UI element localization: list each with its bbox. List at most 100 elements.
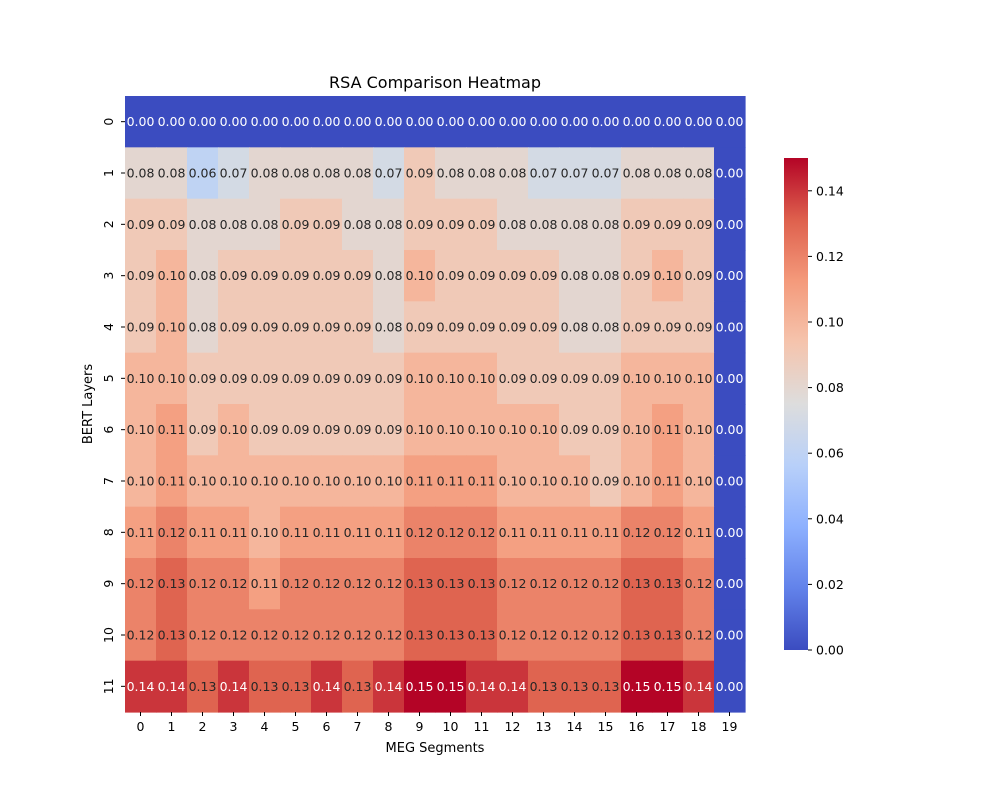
heatmap-cell bbox=[714, 352, 746, 405]
cell-value-label: 0.10 bbox=[406, 268, 434, 283]
y-tick-label: 4 bbox=[101, 323, 116, 331]
heatmap-cell bbox=[187, 301, 219, 354]
heatmap-cell bbox=[714, 250, 746, 302]
x-tick-label: 15 bbox=[598, 719, 614, 734]
x-tick-label: 0 bbox=[137, 719, 145, 734]
heatmap-cell bbox=[156, 301, 188, 354]
heatmap-cell bbox=[373, 506, 405, 559]
heatmap-cell bbox=[683, 198, 715, 251]
heatmap-cell bbox=[683, 609, 715, 662]
heatmap-cell bbox=[559, 301, 591, 354]
cell-value-label: 0.10 bbox=[220, 474, 248, 489]
cell-value-label: 0.14 bbox=[499, 679, 527, 694]
cell-value-label: 0.07 bbox=[375, 166, 403, 181]
heatmap-cell bbox=[590, 506, 622, 559]
heatmap-cell bbox=[652, 250, 684, 302]
cell-value-label: 0.08 bbox=[561, 320, 589, 335]
x-tick-label: 7 bbox=[354, 719, 362, 734]
cell-value-label: 0.13 bbox=[406, 576, 434, 591]
cell-value-label: 0.12 bbox=[592, 628, 620, 643]
heatmap-cell bbox=[404, 609, 436, 662]
cell-value-label: 0.10 bbox=[251, 525, 279, 540]
cell-value-label: 0.00 bbox=[716, 525, 744, 540]
cell-value-label: 0.08 bbox=[189, 217, 217, 232]
heatmap-cell bbox=[249, 455, 281, 508]
heatmap-cell bbox=[280, 147, 312, 200]
x-tick-label: 1 bbox=[168, 719, 176, 734]
cell-value-label: 0.00 bbox=[716, 422, 744, 437]
cell-value-label: 0.00 bbox=[716, 628, 744, 643]
heatmap-cell bbox=[714, 147, 746, 200]
heatmap-cell bbox=[342, 558, 374, 610]
cell-value-label: 0.12 bbox=[406, 525, 434, 540]
heatmap-cell bbox=[218, 198, 250, 251]
cell-value-label: 0.10 bbox=[685, 474, 713, 489]
cell-value-label: 0.08 bbox=[189, 320, 217, 335]
cell-value-label: 0.10 bbox=[468, 371, 496, 386]
heatmap-cell bbox=[621, 147, 653, 200]
cell-value-label: 0.12 bbox=[499, 576, 527, 591]
cell-value-label: 0.09 bbox=[220, 320, 248, 335]
cell-value-label: 0.11 bbox=[251, 576, 279, 591]
heatmap-cell bbox=[652, 455, 684, 508]
cell-value-label: 0.10 bbox=[406, 371, 434, 386]
heatmap-cell bbox=[404, 198, 436, 251]
heatmap-cell bbox=[683, 147, 715, 200]
cell-value-label: 0.14 bbox=[468, 679, 496, 694]
cell-value-label: 0.09 bbox=[468, 320, 496, 335]
heatmap-cell bbox=[559, 609, 591, 662]
heatmap-cell bbox=[187, 96, 219, 148]
heatmap-cell bbox=[404, 404, 436, 456]
cell-value-label: 0.12 bbox=[685, 576, 713, 591]
heatmap-cell bbox=[497, 147, 529, 200]
cell-value-label: 0.00 bbox=[716, 576, 744, 591]
cell-value-label: 0.09 bbox=[406, 320, 434, 335]
cell-value-label: 0.09 bbox=[592, 474, 620, 489]
cell-value-label: 0.09 bbox=[530, 371, 558, 386]
cell-value-label: 0.00 bbox=[654, 114, 682, 129]
heatmap-cell bbox=[280, 301, 312, 354]
y-tick-label: 6 bbox=[101, 426, 116, 434]
cell-value-label: 0.12 bbox=[313, 628, 341, 643]
cell-value-label: 0.12 bbox=[251, 628, 279, 643]
x-tick-label: 2 bbox=[199, 719, 207, 734]
cell-value-label: 0.08 bbox=[313, 166, 341, 181]
cell-value-label: 0.08 bbox=[158, 166, 186, 181]
cell-value-label: 0.11 bbox=[344, 525, 372, 540]
cell-value-label: 0.00 bbox=[375, 114, 403, 129]
heatmap-cell bbox=[466, 558, 498, 610]
cell-value-label: 0.13 bbox=[158, 576, 186, 591]
cell-value-label: 0.10 bbox=[530, 422, 558, 437]
x-tick-label: 19 bbox=[722, 719, 738, 734]
cell-value-label: 0.07 bbox=[220, 166, 248, 181]
colorbar-gradient bbox=[784, 158, 808, 650]
cell-value-label: 0.12 bbox=[654, 525, 682, 540]
cell-value-label: 0.11 bbox=[592, 525, 620, 540]
cell-value-label: 0.00 bbox=[499, 114, 527, 129]
cell-value-label: 0.09 bbox=[344, 320, 372, 335]
cell-value-label: 0.08 bbox=[654, 166, 682, 181]
heatmap-cell bbox=[311, 506, 343, 559]
cell-value-label: 0.10 bbox=[158, 371, 186, 386]
heatmap-cell bbox=[497, 96, 529, 148]
cell-value-label: 0.09 bbox=[189, 422, 217, 437]
cell-value-label: 0.12 bbox=[561, 628, 589, 643]
cell-value-label: 0.12 bbox=[623, 525, 651, 540]
heatmap-cell bbox=[652, 609, 684, 662]
cell-value-label: 0.10 bbox=[220, 422, 248, 437]
cell-value-label: 0.13 bbox=[623, 576, 651, 591]
heatmap-cell bbox=[125, 558, 157, 610]
cell-value-label: 0.08 bbox=[592, 320, 620, 335]
heatmap-cell bbox=[249, 250, 281, 302]
cell-value-label: 0.00 bbox=[437, 114, 465, 129]
cell-value-label: 0.07 bbox=[530, 166, 558, 181]
cell-value-label: 0.09 bbox=[251, 320, 279, 335]
cell-value-label: 0.11 bbox=[406, 474, 434, 489]
cell-value-label: 0.09 bbox=[282, 422, 310, 437]
cell-value-label: 0.09 bbox=[220, 268, 248, 283]
heatmap-cell bbox=[125, 506, 157, 559]
heatmap-cell bbox=[683, 558, 715, 610]
heatmap-cell bbox=[311, 609, 343, 662]
heatmap-cell bbox=[218, 455, 250, 508]
cell-value-label: 0.10 bbox=[158, 320, 186, 335]
